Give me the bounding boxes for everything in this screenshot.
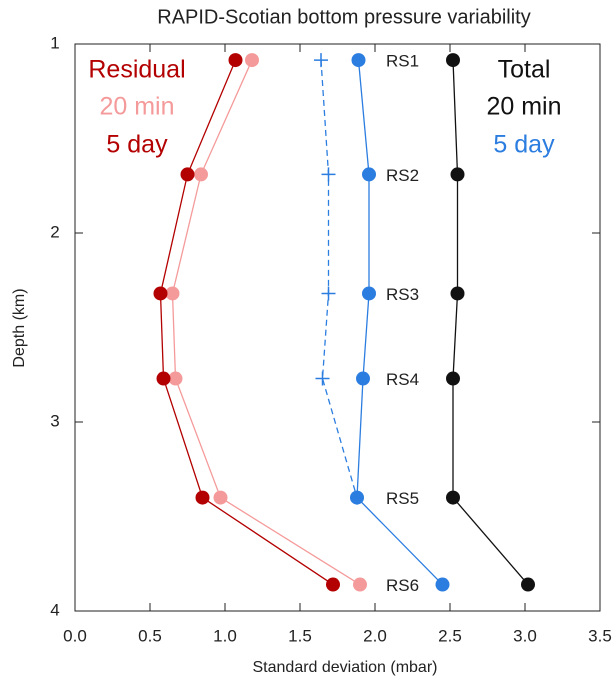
data-point [446,371,460,386]
data-point [194,167,208,182]
data-point [353,577,367,592]
data-point [362,167,376,182]
y-tick-label: 2 [50,222,59,241]
plus-marker [321,286,336,301]
data-point [450,286,465,301]
y-tick-label: 1 [50,33,59,52]
plus-marker [315,371,330,386]
series-line [356,60,443,585]
data-point [521,577,535,592]
y-axis-label: Depth (km) [11,288,28,367]
x-tick-label: 2.5 [438,626,462,645]
site-label: RS6 [386,576,419,595]
chart-title: RAPID-Scotian bottom pressure variabilit… [157,6,530,28]
data-point [350,490,364,505]
x-tick-label: 1.5 [288,626,312,645]
series-line [171,59,361,586]
data-point [446,490,460,505]
site-label: RS1 [386,52,419,71]
data-point [351,53,366,68]
data-point [326,577,340,592]
data-point [362,286,376,301]
data-point [446,53,460,68]
site-label: RS5 [386,489,419,508]
legend-entry: 20 min [99,93,174,121]
x-tick-label: 0.5 [138,626,162,645]
y-tick-label: 3 [50,411,59,430]
data-point [228,53,243,68]
plus-marker [314,53,328,68]
legend-entry: 20 min [486,93,561,121]
site-label: RS3 [386,285,419,304]
data-point [156,371,171,386]
data-point [180,167,195,182]
series-line [320,60,358,498]
legend-entry: 5 day [106,131,168,159]
x-tick-label: 3.0 [513,626,537,645]
legend-title: Residual [88,56,185,84]
data-point [195,490,210,505]
data-point [168,371,183,386]
x-tick-label: 0.0 [63,626,87,645]
data-point [435,577,450,592]
plot-frame [74,43,601,612]
legend-entry: 5 day [493,131,555,159]
data-point [245,53,259,68]
x-tick-label: 1.0 [213,626,237,645]
site-label: RS2 [386,166,419,185]
data-point [356,371,370,386]
data-point [165,286,180,301]
y-tick-label: 4 [50,600,59,619]
data-point [450,167,465,182]
site-label: RS4 [386,370,419,389]
plus-marker [321,167,336,182]
legend-title: Total [498,56,551,84]
data-point [213,490,228,505]
series-line [452,60,529,585]
data-point [153,286,168,301]
x-tick-label: 3.5 [588,626,612,645]
x-axis-label: Standard deviation (mbar) [253,659,438,676]
series-line [159,59,334,586]
x-tick-label: 2.0 [363,626,387,645]
